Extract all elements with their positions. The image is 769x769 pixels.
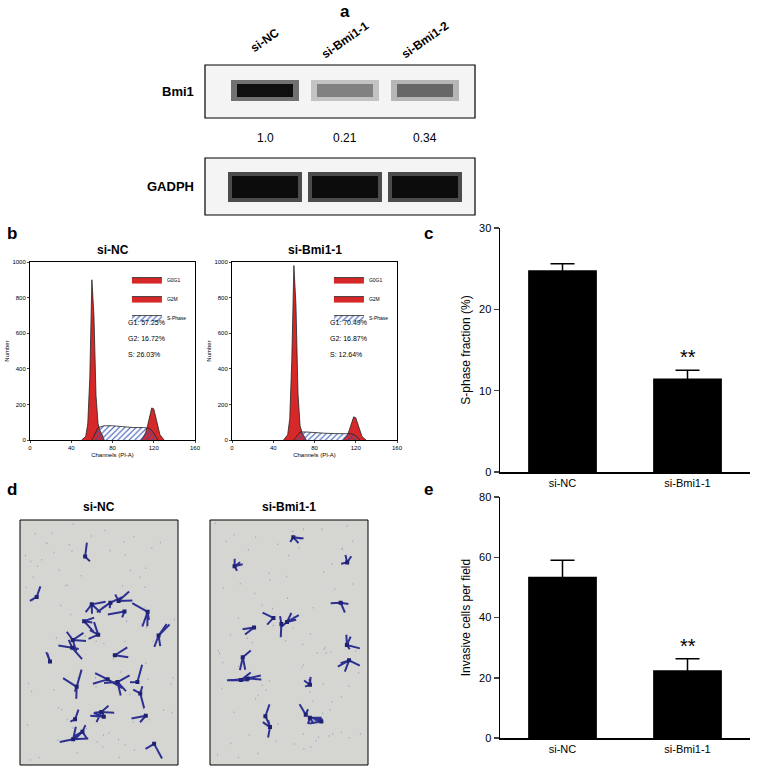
svg-text:si-Bmi1-1: si-Bmi1-1 bbox=[664, 743, 710, 755]
svg-text:400: 400 bbox=[16, 366, 27, 372]
svg-text:si-NC: si-NC bbox=[549, 477, 577, 489]
svg-text:600: 600 bbox=[218, 330, 229, 336]
svg-text:160: 160 bbox=[190, 445, 201, 451]
svg-text:400: 400 bbox=[218, 366, 229, 372]
svg-text:si-Bmi1-1: si-Bmi1-1 bbox=[262, 500, 316, 514]
svg-text:S-phase fraction (%): S-phase fraction (%) bbox=[459, 295, 473, 404]
svg-text:Invasive cells per field: Invasive cells per field bbox=[459, 559, 473, 676]
svg-text:S-Phase: S-Phase bbox=[369, 315, 388, 321]
svg-text:S-Phase: S-Phase bbox=[167, 315, 186, 321]
svg-text:0: 0 bbox=[230, 445, 234, 451]
svg-text:G1: 57.25%: G1: 57.25% bbox=[128, 319, 165, 326]
svg-text:0: 0 bbox=[224, 437, 228, 443]
svg-text:600: 600 bbox=[16, 330, 27, 336]
svg-text:120: 120 bbox=[149, 445, 160, 451]
svg-text:800: 800 bbox=[218, 295, 229, 301]
svg-text:b: b bbox=[7, 224, 17, 243]
svg-text:G0G1: G0G1 bbox=[369, 277, 383, 283]
svg-text:80: 80 bbox=[109, 445, 116, 451]
svg-text:1000: 1000 bbox=[214, 259, 228, 265]
svg-text:40: 40 bbox=[479, 611, 491, 623]
svg-text:G2M: G2M bbox=[167, 296, 178, 302]
svg-text:S: 12.64%: S: 12.64% bbox=[330, 351, 362, 358]
svg-text:Channels (PI-A): Channels (PI-A) bbox=[293, 452, 336, 458]
svg-text:si-Bmi1-1: si-Bmi1-1 bbox=[288, 243, 342, 257]
svg-text:si-NC: si-NC bbox=[97, 243, 129, 257]
svg-text:G1: 70.49%: G1: 70.49% bbox=[330, 319, 367, 326]
svg-text:**: ** bbox=[680, 635, 696, 657]
svg-text:**: ** bbox=[680, 346, 696, 368]
svg-text:1000: 1000 bbox=[12, 259, 26, 265]
svg-text:80: 80 bbox=[479, 491, 491, 503]
svg-text:1.0: 1.0 bbox=[257, 131, 274, 145]
svg-text:si-NC: si-NC bbox=[549, 743, 577, 755]
svg-text:G2M: G2M bbox=[369, 296, 380, 302]
svg-text:120: 120 bbox=[351, 445, 362, 451]
svg-text:0.21: 0.21 bbox=[333, 131, 357, 145]
svg-text:e: e bbox=[424, 480, 433, 499]
svg-text:GADPH: GADPH bbox=[147, 179, 194, 194]
svg-text:si-Bmi1-1: si-Bmi1-1 bbox=[664, 477, 710, 489]
svg-text:si-Bmi1-2: si-Bmi1-2 bbox=[399, 19, 452, 62]
svg-text:800: 800 bbox=[16, 295, 27, 301]
svg-text:a: a bbox=[340, 2, 350, 21]
svg-text:0: 0 bbox=[22, 437, 26, 443]
svg-text:Number: Number bbox=[4, 340, 10, 361]
svg-text:Channels (PI-A): Channels (PI-A) bbox=[91, 452, 134, 458]
svg-text:G2: 16.87%: G2: 16.87% bbox=[330, 335, 367, 342]
svg-text:d: d bbox=[7, 480, 17, 499]
svg-text:0.34: 0.34 bbox=[413, 131, 437, 145]
svg-text:G0G1: G0G1 bbox=[167, 277, 181, 283]
svg-text:S: 26.03%: S: 26.03% bbox=[128, 351, 160, 358]
svg-text:40: 40 bbox=[68, 445, 75, 451]
svg-text:200: 200 bbox=[218, 402, 229, 408]
svg-text:Number: Number bbox=[206, 340, 212, 361]
svg-text:0: 0 bbox=[485, 732, 491, 744]
svg-text:c: c bbox=[424, 224, 433, 243]
svg-text:G2: 16.72%: G2: 16.72% bbox=[128, 335, 165, 342]
svg-text:20: 20 bbox=[479, 303, 491, 315]
svg-text:10: 10 bbox=[479, 385, 491, 397]
svg-text:20: 20 bbox=[479, 672, 491, 684]
svg-text:80: 80 bbox=[311, 445, 318, 451]
svg-text:si-Bmi1-1: si-Bmi1-1 bbox=[319, 19, 372, 62]
svg-text:si-NC: si-NC bbox=[83, 500, 115, 514]
svg-text:160: 160 bbox=[392, 445, 403, 451]
svg-text:60: 60 bbox=[479, 551, 491, 563]
svg-text:Bmi1: Bmi1 bbox=[162, 84, 194, 99]
svg-text:0: 0 bbox=[28, 445, 32, 451]
svg-text:40: 40 bbox=[270, 445, 277, 451]
svg-text:30: 30 bbox=[479, 222, 491, 234]
svg-text:200: 200 bbox=[16, 402, 27, 408]
svg-text:si-NC: si-NC bbox=[248, 25, 282, 55]
svg-text:0: 0 bbox=[485, 466, 491, 478]
